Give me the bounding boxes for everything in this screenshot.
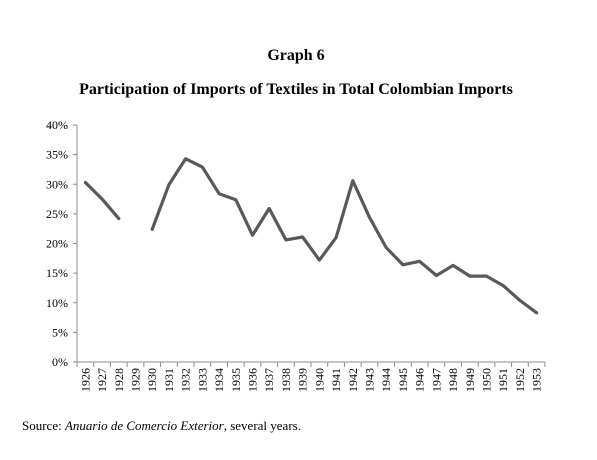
x-tick-label: 1933 xyxy=(195,368,209,392)
x-tick-label: 1929 xyxy=(129,368,143,392)
x-tick-label: 1937 xyxy=(262,368,276,392)
source-prefix: Source: xyxy=(22,418,65,433)
data-point xyxy=(485,274,488,278)
x-tick-label: 1927 xyxy=(95,368,109,392)
data-point xyxy=(301,235,304,239)
y-tick-label: 40% xyxy=(46,118,68,132)
axes: 0% 5% 10% 15% 20% 25% 30% 35% 40% 1926 1927 1928 192… xyxy=(46,118,546,392)
data-point xyxy=(535,311,538,315)
data-point xyxy=(284,238,288,242)
source-note: Source: Anuario de Comercio Exterior, se… xyxy=(22,418,301,434)
y-tick-label: 35% xyxy=(46,148,68,162)
x-tick-label: 1951 xyxy=(496,368,510,392)
x-tick-label: 1935 xyxy=(229,368,243,392)
data-point xyxy=(351,179,354,182)
source-suffix: , several years. xyxy=(223,418,301,433)
series-line-group xyxy=(83,157,539,315)
data-point xyxy=(518,299,522,302)
y-tick-label: 5% xyxy=(52,325,68,339)
data-point xyxy=(201,165,204,169)
y-tick-label: 0% xyxy=(52,355,68,369)
x-tick-label: 1938 xyxy=(279,368,293,392)
data-point xyxy=(368,216,371,219)
x-tick-label: 1931 xyxy=(162,368,176,392)
data-point xyxy=(451,264,455,267)
data-point xyxy=(401,263,405,267)
x-tick-label: 1934 xyxy=(212,368,226,392)
x-tick-label: 1942 xyxy=(346,368,360,392)
data-point xyxy=(84,181,87,184)
x-tick-label: 1944 xyxy=(379,368,393,392)
data-point xyxy=(217,192,221,195)
data-point xyxy=(318,258,321,262)
data-point xyxy=(251,234,254,237)
x-tick-label: 1953 xyxy=(530,368,544,392)
data-point xyxy=(100,197,104,201)
data-point xyxy=(234,198,237,201)
source-title: Anuario de Comercio Exterior xyxy=(64,418,224,433)
x-tick-label: 1932 xyxy=(179,368,193,392)
x-tick-label: 1943 xyxy=(363,368,377,392)
x-tick-label: 1930 xyxy=(145,368,159,392)
data-point xyxy=(268,207,271,210)
x-tick-label: 1945 xyxy=(396,368,410,392)
x-tick-label: 1928 xyxy=(112,368,126,392)
data-point xyxy=(334,236,338,239)
x-tick-label: 1936 xyxy=(246,368,260,392)
x-tick-label: 1949 xyxy=(463,368,477,392)
y-tick-label: 25% xyxy=(46,207,68,221)
y-tick-label: 10% xyxy=(46,296,68,310)
x-tick-label: 1939 xyxy=(296,368,310,392)
series-line xyxy=(150,157,539,315)
y-tick-label: 30% xyxy=(46,177,68,191)
data-point xyxy=(418,260,421,263)
data-point xyxy=(167,183,171,187)
x-tick-label: 1947 xyxy=(429,368,443,392)
data-point xyxy=(468,274,471,278)
x-tick-label: 1941 xyxy=(329,368,343,392)
data-point xyxy=(117,217,120,220)
data-point xyxy=(385,246,388,249)
x-tick-label: 1946 xyxy=(413,368,427,392)
y-tick-label: 20% xyxy=(46,237,68,251)
data-point xyxy=(184,157,187,160)
x-tick-label: 1940 xyxy=(312,368,326,392)
x-tick-label: 1926 xyxy=(78,368,92,392)
chart-subtitle: Participation of Imports of Textiles in … xyxy=(79,81,513,98)
data-point xyxy=(435,274,438,277)
x-tick-label: 1950 xyxy=(480,368,494,392)
x-tick-label: 1948 xyxy=(446,368,460,392)
data-point xyxy=(502,284,505,287)
data-point xyxy=(151,228,154,231)
y-tick-label: 15% xyxy=(46,266,68,280)
x-tick-label: 1952 xyxy=(513,368,527,392)
series-line xyxy=(83,180,121,221)
chart-title: Graph 6 xyxy=(267,47,324,64)
